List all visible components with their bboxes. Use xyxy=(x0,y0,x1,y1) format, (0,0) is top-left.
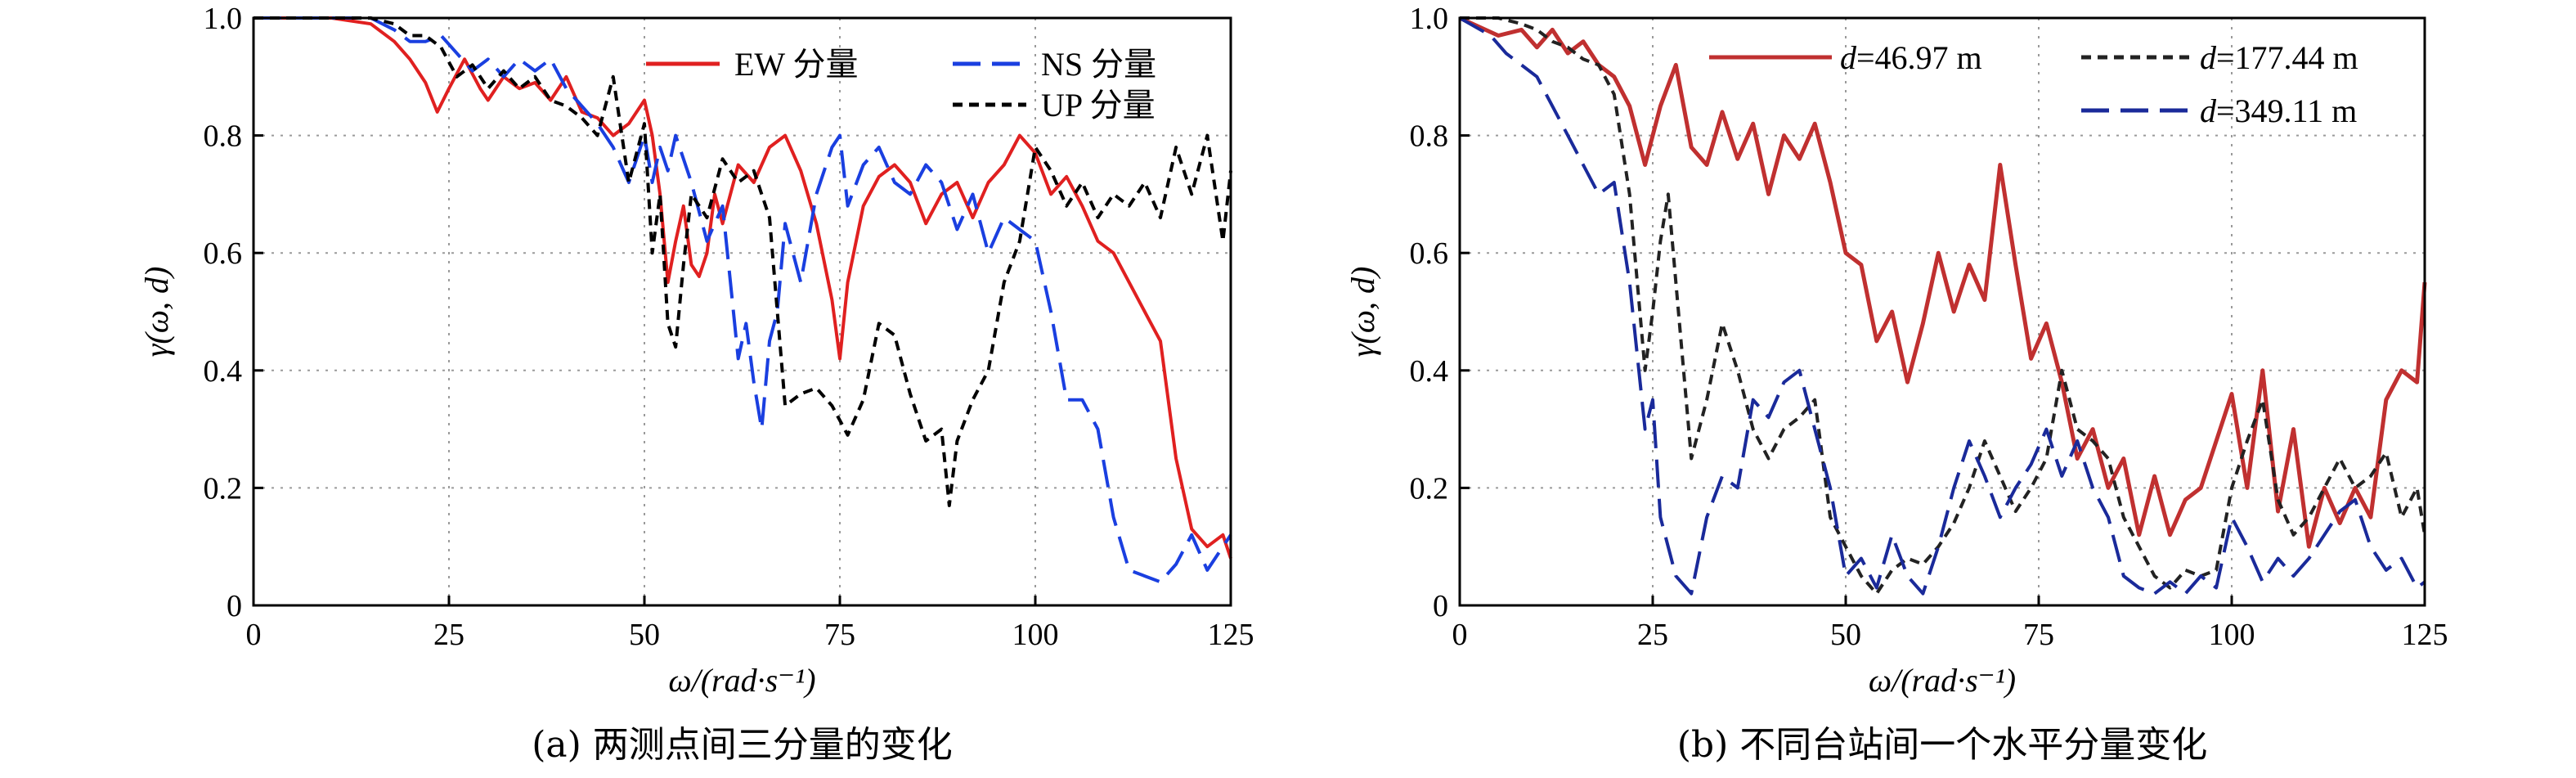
x-tick-label: 125 xyxy=(1208,618,1254,652)
panel-caption: (a) 两测点间三分量的变化 xyxy=(532,724,953,766)
x-tick-label: 50 xyxy=(629,618,660,652)
y-tick-label: 0.8 xyxy=(1410,119,1449,154)
panel-a: 0 25 50 75 100 125 0 0.2 0.4 0.6 0.8 1.0 ω/(rad·s⁻¹)… xyxy=(138,2,1254,766)
legend-label-2: d=349.11 m xyxy=(2200,92,2357,129)
x-tick-label: 50 xyxy=(1830,618,1861,652)
y-tick-label: 0 xyxy=(227,589,242,623)
y-tick-label: 0.6 xyxy=(204,236,243,271)
x-tick-label: 75 xyxy=(2023,618,2054,652)
x-tick-label: 0 xyxy=(246,618,262,652)
panel-b: 0 25 50 75 100 125 0 0.2 0.4 0.6 0.8 1.0 ω/(rad·s⁻¹)… xyxy=(1344,2,2448,766)
x-tick-label: 25 xyxy=(433,618,464,652)
x-tick-label: 125 xyxy=(2402,618,2448,652)
legend-label-0: d=46.97 m xyxy=(1840,39,1982,76)
series-line-1 xyxy=(254,16,1232,584)
series-line-1 xyxy=(1460,16,2426,596)
plot-frame xyxy=(1458,16,2426,607)
x-tick-label: 75 xyxy=(824,618,855,652)
x-tick-label: 100 xyxy=(1012,618,1059,652)
y-axis-label: γ(ω, d) xyxy=(138,267,175,358)
panel-caption: (b) 不同台站间一个水平分量变化 xyxy=(1677,724,2207,766)
series-line-2 xyxy=(1459,16,2426,596)
y-tick-label: 1.0 xyxy=(204,2,243,36)
y-axis-label: γ(ω, d) xyxy=(1344,267,1381,358)
y-tick-label: 1.0 xyxy=(1410,2,1449,36)
y-tick-label: 0 xyxy=(1433,589,1448,623)
legend-label-0: EW 分量 xyxy=(734,46,858,83)
x-tick-label: 100 xyxy=(2209,618,2255,652)
legend-label-1: NS 分量 xyxy=(1041,46,1156,83)
series-line-0 xyxy=(254,16,1232,560)
y-tick-label: 0.2 xyxy=(1410,471,1449,506)
y-tick-label: 0.2 xyxy=(204,471,243,506)
y-tick-label: 0.4 xyxy=(1410,354,1449,389)
y-tick-label: 0.8 xyxy=(204,119,243,154)
legend-label-1: d=177.44 m xyxy=(2200,39,2358,76)
x-tick-label: 25 xyxy=(1637,618,1668,652)
y-tick-label: 0.6 xyxy=(1410,236,1449,271)
x-tick-label: 0 xyxy=(1452,618,1468,652)
x-axis-label: ω/(rad·s⁻¹) xyxy=(1869,662,2016,699)
plot-frame xyxy=(252,16,1232,607)
legend-label-2: UP 分量 xyxy=(1041,87,1156,124)
x-axis-label: ω/(rad·s⁻¹) xyxy=(668,662,815,699)
y-tick-label: 0.4 xyxy=(204,354,243,389)
